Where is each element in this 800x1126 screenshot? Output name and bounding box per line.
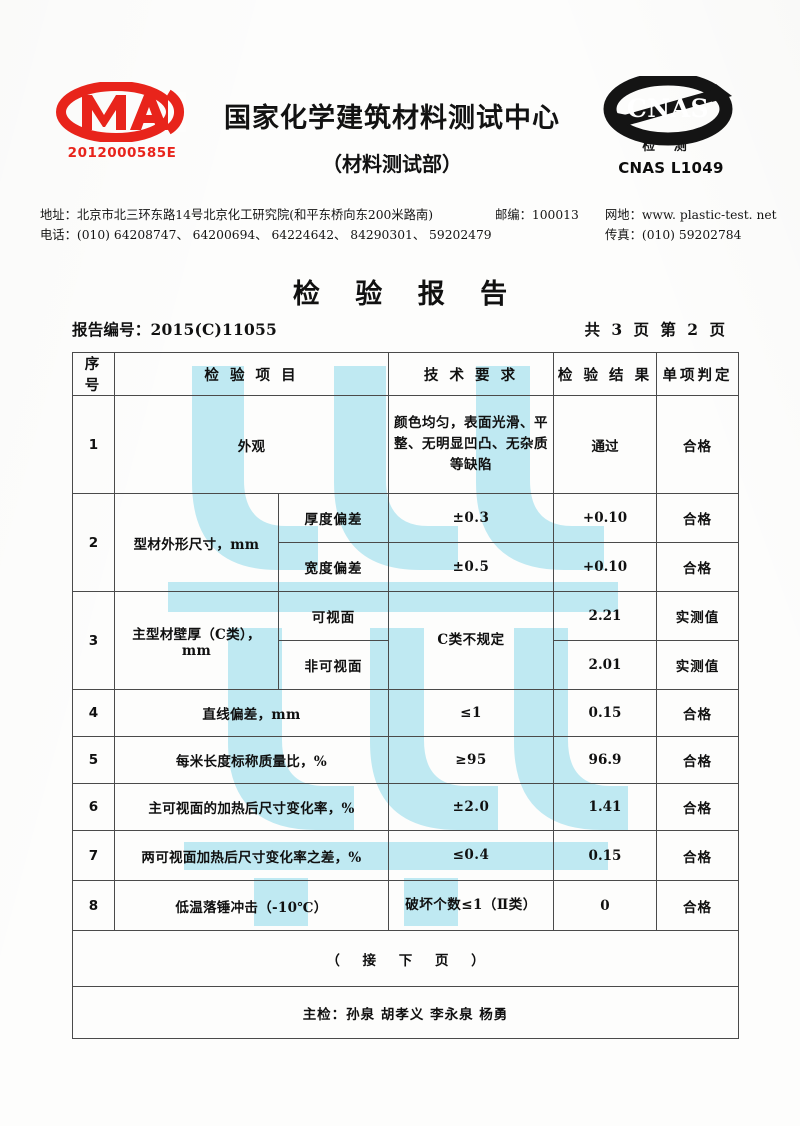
col-header-index: 序 号 (72, 352, 115, 396)
contact-info: 地址：北京市北三环东路14号北京化工研究院(和平东桥向东200米路南) 邮编：1… (40, 205, 777, 245)
row-result: 通过 (553, 395, 657, 494)
inspection-table-wrapper: 序 号 检 验 项 目 技 术 要 求 检 验 结 果 单项判定 1 外观 颜色… (72, 352, 739, 1039)
cma-accreditation-block: 2012000585E (56, 82, 188, 161)
row-verdict: 合格 (656, 493, 739, 543)
document-header: 2012000585E 国家化学建筑材料测试中心 （材料测试部） CNAS (0, 0, 800, 196)
website-text: 网地：www. plastic-test. net (605, 208, 777, 222)
row-index: 4 (72, 689, 115, 737)
report-meta: 报告编号：2015(C)11055 共 3 页 第 2 页 (72, 318, 728, 340)
row-index: 2 (72, 493, 115, 592)
zipcode-text: 邮编：100013 (495, 208, 579, 222)
row-result: 0 (553, 880, 657, 931)
row-verdict: 实测值 (656, 640, 739, 690)
row-requirement: C类不规定 (388, 591, 554, 690)
row-subitem: 非可视面 (278, 640, 389, 690)
row-item: 两可视面加热后尺寸变化率之差，% (114, 830, 389, 881)
row-subitem: 可视面 (278, 591, 389, 641)
cma-certificate-number: 2012000585E (67, 145, 177, 161)
row-result: +0.10 (553, 493, 657, 543)
row-requirement: ±0.5 (388, 542, 554, 592)
telephone-text: 电话：(010) 64208747、 64200694、 64224642、 8… (40, 228, 492, 242)
report-number-label: 报告编号： (72, 320, 151, 339)
row-verdict: 合格 (656, 830, 739, 881)
address-text: 地址：北京市北三环东路14号北京化工研究院(和平东桥向东200米路南) (40, 208, 434, 222)
cnas-registration-number: CNAS L1049 (618, 159, 724, 177)
row-subitem: 厚度偏差 (278, 493, 389, 543)
row-index: 6 (72, 783, 115, 831)
row-verdict: 合格 (656, 783, 739, 831)
row-requirement: 颜色均匀，表面光滑、平整、无明显凹凸、无杂质等缺陷 (388, 395, 554, 494)
page-indicator: 共 3 页 第 2 页 (584, 320, 728, 339)
inspection-table: 序 号 检 验 项 目 技 术 要 求 检 验 结 果 单项判定 1 外观 颜色… (72, 352, 739, 1039)
col-header-item: 检 验 项 目 (114, 352, 389, 396)
row-subitem: 宽度偏差 (278, 542, 389, 592)
row-requirement: ±0.3 (388, 493, 554, 543)
row-verdict: 合格 (656, 689, 739, 737)
row-index: 7 (72, 830, 115, 881)
row-item: 外观 (114, 395, 389, 494)
table-row: 5 每米长度标称质量比，% ≥95 96.9 合格 (72, 736, 739, 784)
row-result: 2.01 (553, 640, 657, 690)
row-item: 直线偏差，mm (114, 689, 389, 737)
row-verdict: 合格 (656, 542, 739, 592)
cma-logo-icon (56, 82, 186, 142)
cnas-logo-icon: CNAS 检 测 (603, 72, 733, 154)
row-verdict: 合格 (656, 395, 739, 494)
row-item: 低温落锤冲击（-10℃） (114, 880, 389, 931)
row-item: 型材外形尺寸，mm (114, 493, 279, 592)
row-result: +0.10 (553, 542, 657, 592)
svg-text:检 测: 检 测 (642, 138, 694, 154)
row-item: 主可视面的加热后尺寸变化率，% (114, 783, 389, 831)
fax-text: 传真：(010) 59202784 (605, 228, 742, 242)
col-header-verdict: 单项判定 (656, 352, 739, 396)
row-verdict: 实测值 (656, 591, 739, 641)
row-result: 1.41 (553, 783, 657, 831)
row-requirement: ≤1 (388, 689, 554, 737)
row-requirement: ≥95 (388, 736, 554, 784)
contact-line-1: 地址：北京市北三环东路14号北京化工研究院(和平东桥向东200米路南) 邮编：1… (40, 205, 777, 225)
row-requirement: 破坏个数≤1（Ⅱ类） (388, 880, 554, 931)
table-row: 7 两可视面加热后尺寸变化率之差，% ≤0.4 0.15 合格 (72, 830, 739, 881)
row-requirement: ±2.0 (388, 783, 554, 831)
table-row: 2 型材外形尺寸，mm 厚度偏差 ±0.3 +0.10 合格 (72, 493, 739, 592)
row-index: 1 (72, 395, 115, 494)
table-row-signature: 主检：孙泉 胡孝义 李永泉 杨勇 (72, 986, 739, 1039)
row-index: 3 (72, 591, 115, 690)
continued-note: （ 接 下 页 ） (72, 930, 739, 987)
col-header-requirement: 技 术 要 求 (388, 352, 554, 396)
row-result: 96.9 (553, 736, 657, 784)
organization-block: 国家化学建筑材料测试中心 （材料测试部） (188, 96, 596, 177)
table-row: 8 低温落锤冲击（-10℃） 破坏个数≤1（Ⅱ类） 0 合格 (72, 880, 739, 931)
row-result: 0.15 (553, 689, 657, 737)
row-requirement: ≤0.4 (388, 830, 554, 881)
table-header-row: 序 号 检 验 项 目 技 术 要 求 检 验 结 果 单项判定 (72, 352, 739, 396)
cnas-accreditation-block: CNAS 检 测 CNAS L1049 (596, 72, 746, 177)
inspector-signature: 主检：孙泉 胡孝义 李永泉 杨勇 (72, 986, 739, 1039)
organization-name: 国家化学建筑材料测试中心 (224, 103, 560, 134)
col-header-result: 检 验 结 果 (553, 352, 657, 396)
row-verdict: 合格 (656, 736, 739, 784)
organization-department: （材料测试部） (322, 152, 462, 176)
row-index: 8 (72, 880, 115, 931)
contact-line-2: 电话：(010) 64208747、 64200694、 64224642、 8… (40, 225, 770, 245)
table-row: 4 直线偏差，mm ≤1 0.15 合格 (72, 689, 739, 737)
table-row: 6 主可视面的加热后尺寸变化率，% ±2.0 1.41 合格 (72, 783, 739, 831)
page-title: 检 验 报 告 (292, 279, 521, 310)
row-index: 5 (72, 736, 115, 784)
svg-text:CNAS: CNAS (627, 94, 709, 123)
report-number: 报告编号：2015(C)11055 (72, 318, 277, 340)
row-verdict: 合格 (656, 880, 739, 931)
table-row: 3 主型材壁厚（C类），mm 可视面 C类不规定 2.21 实测值 (72, 591, 739, 690)
table-row: 1 外观 颜色均匀，表面光滑、平整、无明显凹凸、无杂质等缺陷 通过 合格 (72, 395, 739, 494)
row-result: 0.15 (553, 830, 657, 881)
row-result: 2.21 (553, 591, 657, 641)
row-item: 每米长度标称质量比，% (114, 736, 389, 784)
row-item: 主型材壁厚（C类），mm (114, 591, 279, 690)
table-row-continued: （ 接 下 页 ） (72, 930, 739, 987)
report-number-value: 2015(C)11055 (150, 320, 277, 339)
